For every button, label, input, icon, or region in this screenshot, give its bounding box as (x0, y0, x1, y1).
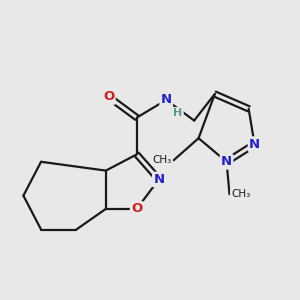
Text: H: H (173, 108, 183, 118)
Text: O: O (103, 91, 114, 103)
Text: N: N (160, 93, 172, 106)
Text: CH₃: CH₃ (231, 189, 250, 199)
Text: CH₃: CH₃ (153, 155, 172, 165)
Text: N: N (221, 155, 232, 168)
Text: N: N (249, 138, 260, 151)
Text: N: N (153, 173, 164, 186)
Text: O: O (131, 202, 142, 215)
